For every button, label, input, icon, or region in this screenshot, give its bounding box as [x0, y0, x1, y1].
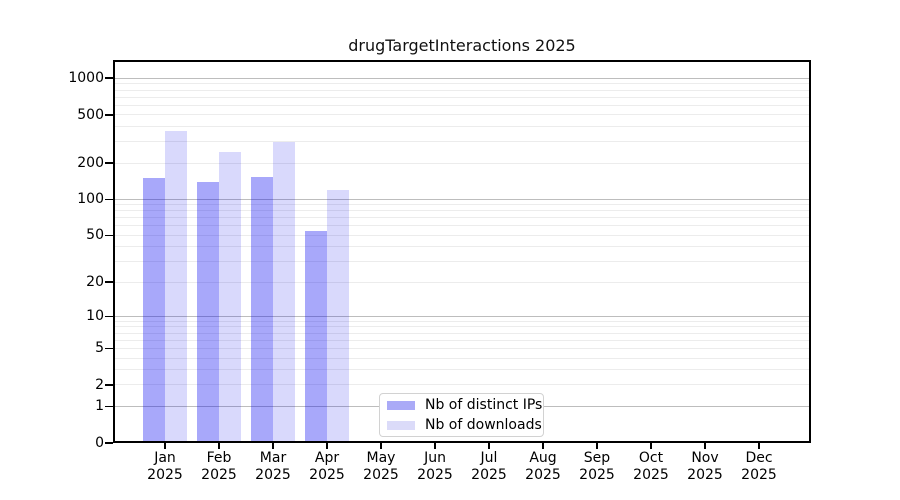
y-tick-label-10: 10	[86, 308, 104, 325]
gridline-2	[113, 384, 811, 386]
x-tick-mark-dec	[758, 443, 760, 449]
legend-label-downloads: Nb of downloads	[425, 417, 542, 433]
bar-mar-downloads	[273, 141, 295, 443]
gridline-900	[113, 83, 811, 85]
y-tick-mark-1	[105, 405, 113, 408]
x-tick-label-may: May 2025	[363, 450, 399, 483]
y-tick-label-0: 0	[95, 435, 104, 451]
bar-feb-distinct-ips	[197, 181, 219, 443]
x-tick-label-sep: Sep 2025	[579, 450, 615, 483]
y-tick-mark-500	[105, 113, 113, 116]
y-tick-mark-100	[105, 198, 113, 201]
legend-swatch-distinct-ips-icon	[387, 400, 415, 410]
gridline-20	[113, 281, 811, 283]
gridline-300	[113, 141, 811, 143]
gridline-100	[113, 198, 811, 200]
x-tick-label-feb: Feb 2025	[201, 450, 237, 483]
x-tick-mark-jul	[488, 443, 490, 449]
bar-feb-downloads	[219, 152, 241, 443]
bar-jan-distinct-ips	[143, 178, 165, 443]
gridline-3	[113, 369, 811, 371]
bar-mar-distinct-ips	[251, 177, 273, 443]
legend-label-distinct-ips: Nb of distinct IPs	[425, 397, 543, 413]
gridline-6	[113, 339, 811, 341]
x-tick-mark-nov	[704, 443, 706, 449]
y-tick-label-200: 200	[77, 155, 104, 171]
gridline-800	[113, 89, 811, 91]
x-tick-label-apr: Apr 2025	[309, 450, 345, 483]
x-tick-label-jul: Jul 2025	[471, 450, 507, 483]
y-tick-label-1: 1	[95, 398, 104, 415]
y-tick-mark-20	[105, 281, 113, 284]
y-tick-mark-50	[105, 234, 113, 237]
x-tick-mark-jan	[164, 443, 166, 449]
gridline-7	[113, 332, 811, 334]
gridline-200	[113, 162, 811, 164]
x-tick-mark-jun	[434, 443, 436, 449]
x-tick-mark-mar	[272, 443, 274, 449]
y-tick-label-1000: 1000	[68, 70, 104, 87]
x-tick-label-jan: Jan 2025	[147, 450, 183, 483]
y-tick-label-50: 50	[86, 227, 104, 244]
gridline-4	[113, 357, 811, 359]
gridline-1000	[113, 77, 811, 79]
legend: Nb of distinct IPs Nb of downloads	[379, 393, 544, 437]
x-tick-label-oct: Oct 2025	[633, 450, 669, 483]
gridline-30	[113, 261, 811, 263]
gridline-60	[113, 225, 811, 227]
y-tick-mark-0	[105, 442, 113, 444]
x-tick-mark-aug	[542, 443, 544, 449]
plot-area	[113, 60, 811, 443]
legend-swatch-downloads-icon	[387, 420, 415, 430]
x-tick-mark-sep	[596, 443, 598, 449]
x-tick-label-dec: Dec 2025	[741, 450, 777, 483]
y-tick-mark-1000	[105, 77, 113, 80]
gridline-50	[113, 234, 811, 236]
legend-item-downloads: Nb of downloads	[380, 417, 543, 434]
x-tick-label-nov: Nov 2025	[687, 450, 723, 483]
gridline-80	[113, 210, 811, 212]
y-tick-mark-5	[105, 347, 113, 350]
gridline-70	[113, 217, 811, 219]
gridline-600	[113, 104, 811, 106]
y-tick-label-2: 2	[95, 376, 104, 393]
y-tick-label-100: 100	[77, 191, 104, 208]
y-tick-label-20: 20	[86, 274, 104, 291]
gridline-700	[113, 96, 811, 98]
y-tick-mark-2	[105, 384, 113, 386]
gridline-40	[113, 246, 811, 248]
x-tick-mark-oct	[650, 443, 652, 449]
gridline-9	[113, 320, 811, 322]
bar-apr-downloads	[327, 189, 349, 443]
y-tick-label-500: 500	[77, 106, 104, 123]
y-tick-mark-200	[105, 162, 113, 164]
gridline-5	[113, 347, 811, 349]
x-tick-label-aug: Aug 2025	[525, 450, 561, 483]
x-tick-mark-may	[380, 443, 382, 449]
x-tick-label-mar: Mar 2025	[255, 450, 291, 483]
gridline-400	[113, 126, 811, 128]
gridline-90	[113, 204, 811, 206]
bar-jan-downloads	[165, 130, 187, 443]
x-tick-label-jun: Jun 2025	[417, 450, 453, 483]
gridline-10	[113, 315, 811, 317]
x-tick-mark-feb	[218, 443, 220, 449]
y-tick-mark-10	[105, 315, 113, 318]
gridline-8	[113, 326, 811, 328]
chart-title: drugTargetInteractions 2025	[348, 36, 576, 55]
y-tick-label-5: 5	[95, 340, 104, 357]
x-tick-mark-apr	[326, 443, 328, 449]
legend-item-distinct-ips: Nb of distinct IPs	[380, 397, 543, 414]
gridline-500	[113, 114, 811, 116]
bar-apr-distinct-ips	[305, 231, 327, 443]
